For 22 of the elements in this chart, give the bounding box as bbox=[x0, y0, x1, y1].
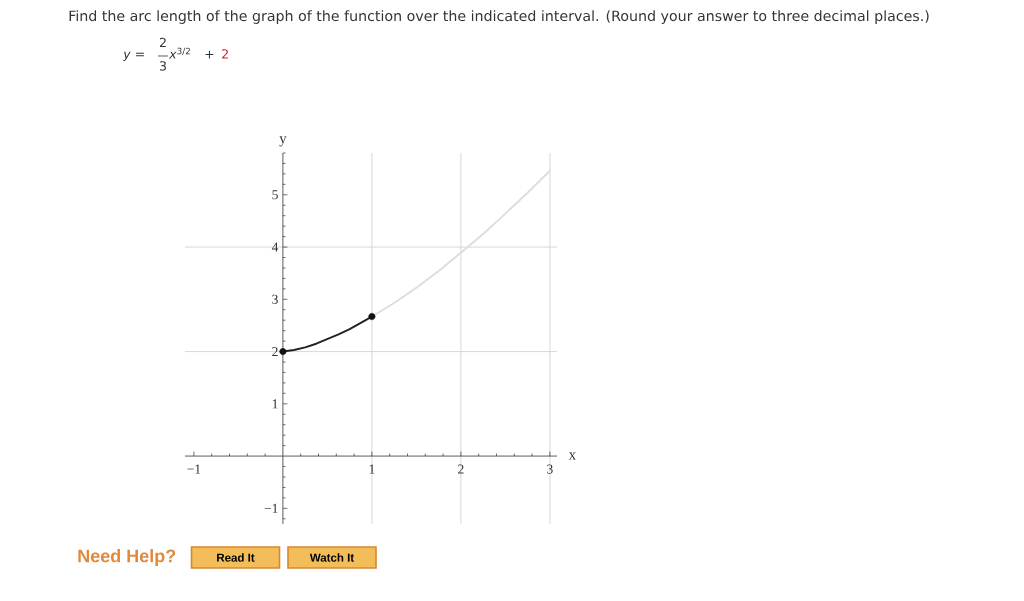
text: + bbox=[205, 50, 214, 59]
y-tick-label: 1 bbox=[272, 399, 278, 409]
x-tick-label: −1 bbox=[187, 464, 201, 474]
text: 3 bbox=[159, 61, 166, 71]
text: y = bbox=[122, 51, 144, 62]
y-tick-label: 3 bbox=[272, 294, 278, 304]
text: Watch It bbox=[309, 553, 354, 562]
chart-title: Find the arc length of the graph of the function over the indicated interval. (Round your answer to three decimal places.) bbox=[69, 10, 929, 24]
x-tick-label: 2 bbox=[458, 464, 464, 474]
y-axis-title: y bbox=[279, 136, 287, 147]
y-tick-label: 5 bbox=[272, 190, 278, 200]
y-tick-label: 4 bbox=[271, 242, 279, 252]
text: 2 bbox=[159, 37, 166, 47]
y-tick-label: 2 bbox=[272, 347, 278, 357]
x-tick-label: 3 bbox=[547, 464, 553, 474]
text: Need Help? bbox=[78, 549, 176, 566]
y-tick-label: −1 bbox=[264, 503, 278, 513]
text: Read It bbox=[217, 553, 255, 562]
text: 2 bbox=[222, 49, 228, 59]
x-tick-label: 1 bbox=[369, 464, 375, 474]
x-axis-title: x bbox=[568, 452, 576, 460]
text: x$^{3/2}$ bbox=[168, 47, 190, 59]
